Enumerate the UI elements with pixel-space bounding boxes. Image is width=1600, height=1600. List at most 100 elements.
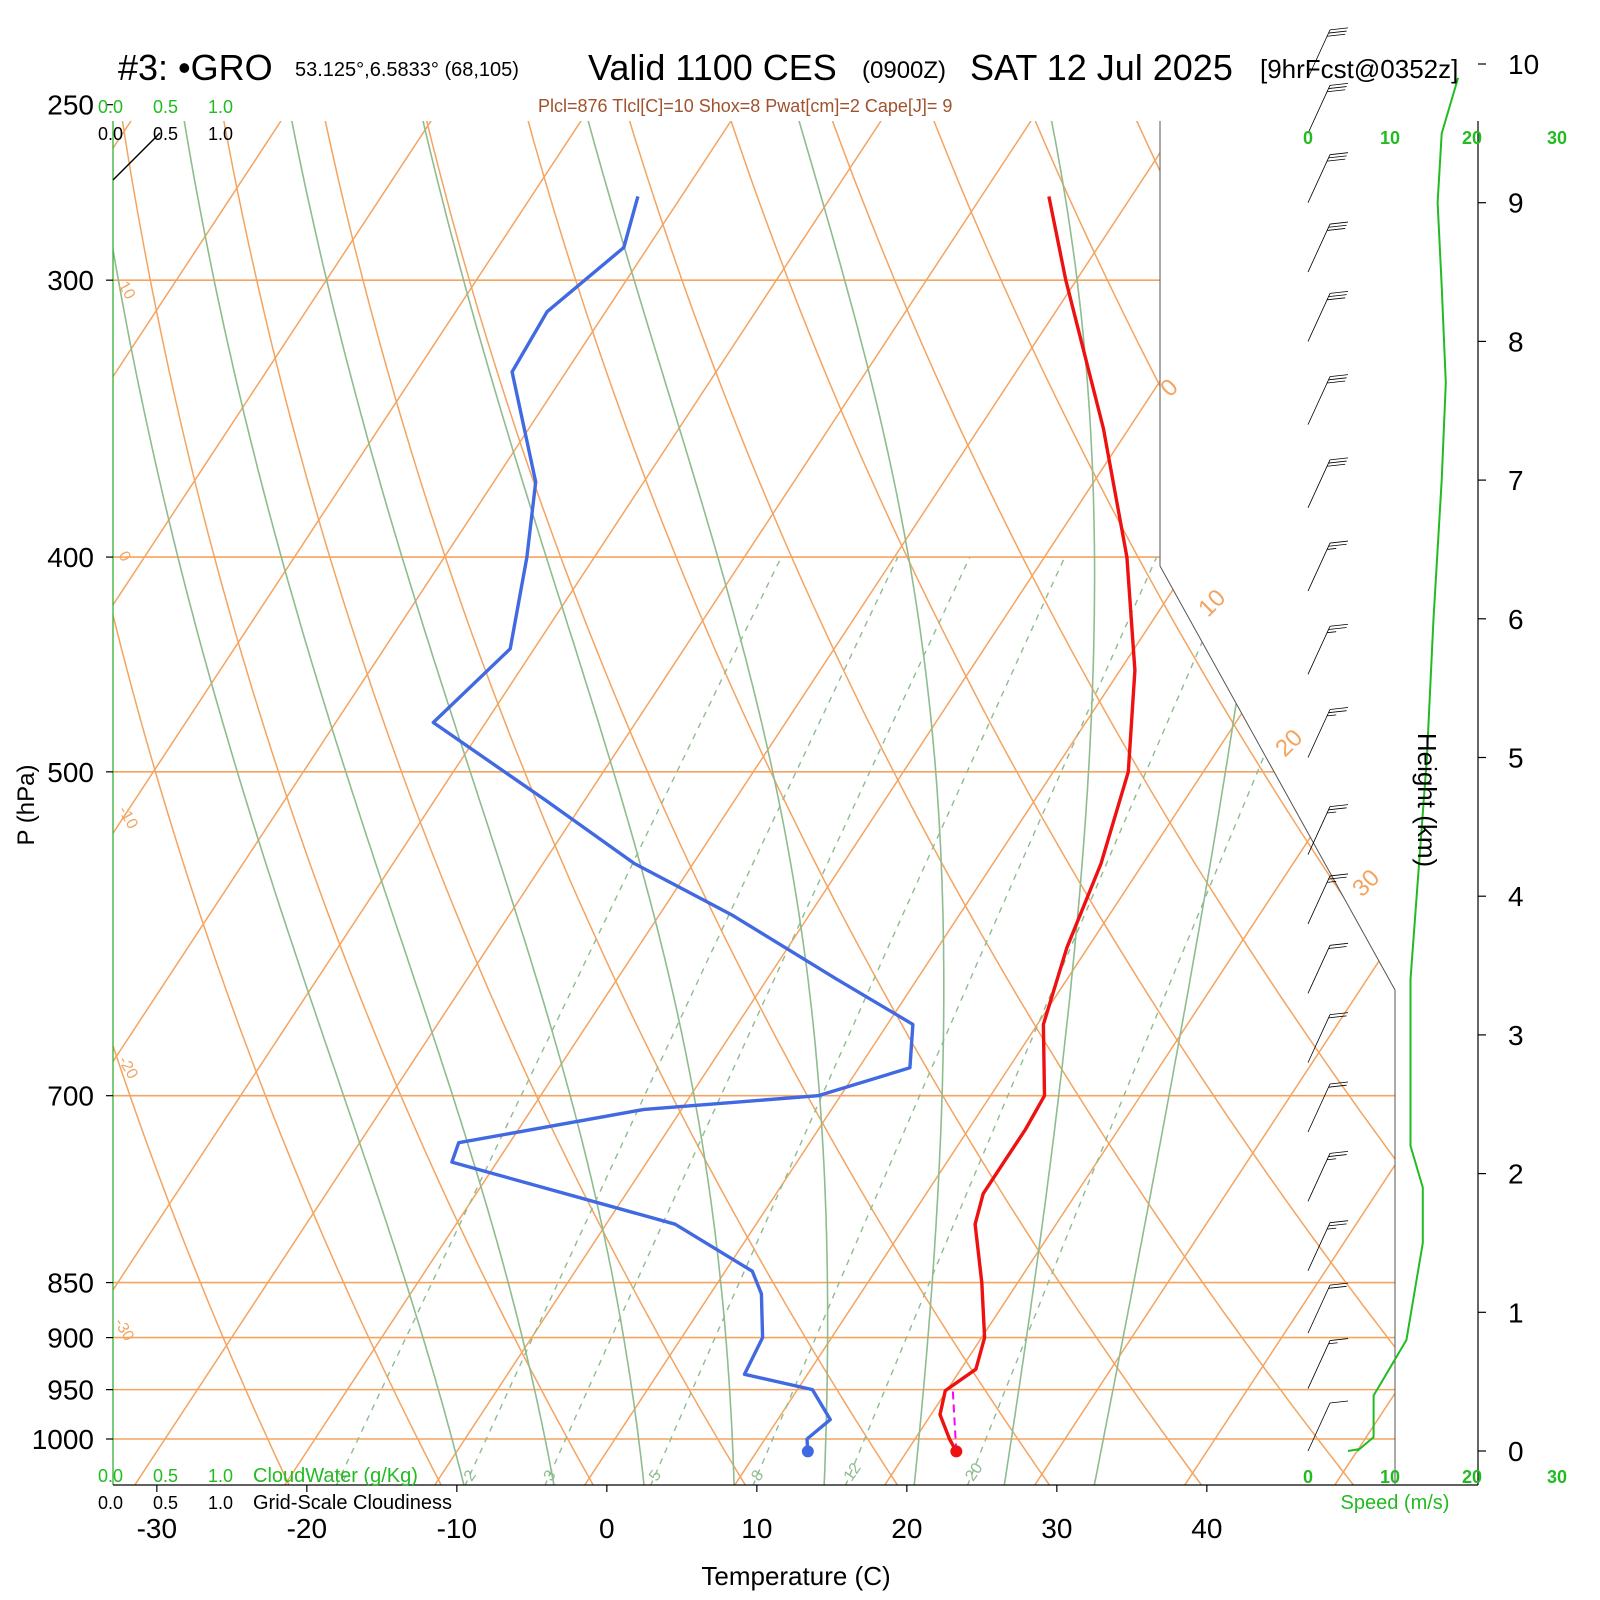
wind-barb [1307, 942, 1349, 994]
wind-barb-flag [1329, 1012, 1349, 1016]
wind-barb-shaft [1307, 1222, 1331, 1271]
wind-barb [1307, 1220, 1349, 1271]
height-tick-label: 7 [1508, 465, 1524, 496]
wind-barb [1307, 221, 1349, 273]
pressure-tick-label: 400 [47, 542, 94, 573]
isotherm-line [113, 121, 919, 1485]
wind-barb [1307, 457, 1349, 509]
height-tick-label: 1 [1508, 1297, 1524, 1328]
forecast-date: SAT 12 Jul 2025 [970, 47, 1233, 88]
cl-bottom-2: 1.0 [208, 1493, 233, 1513]
wind-barb-flag [1329, 27, 1349, 31]
wind-barb-flag [1329, 873, 1349, 877]
height-tick-label: 4 [1508, 881, 1524, 912]
isotherm-label: 10 [115, 279, 139, 303]
wind-barb-shaft [1307, 542, 1331, 592]
isotherm-line [1333, 121, 1395, 1485]
pressure-tick-label: 850 [47, 1268, 94, 1299]
wind-barb-flag [1328, 543, 1347, 547]
wind-barb-flag [1329, 374, 1349, 378]
wind-barb-flag [1328, 155, 1347, 159]
wind-barb-shaft [1307, 1083, 1331, 1133]
wind-barb-flag [1327, 89, 1346, 93]
wind-barb-flag [1329, 1150, 1349, 1154]
wind-barb [1307, 804, 1349, 855]
wind-barb-flag [1329, 152, 1349, 156]
speed-top-20: 20 [1462, 128, 1482, 148]
wind-barb-shaft [1307, 1340, 1331, 1389]
dry-adiabat [113, 121, 443, 1485]
isotherm-label: 0 [115, 549, 134, 565]
diagram-right-border [1159, 121, 1396, 1485]
temperature-tick-label: 10 [741, 1513, 772, 1544]
temperature-tick-label: -10 [437, 1513, 477, 1544]
wind-barb-shaft [1307, 1014, 1331, 1063]
speed-bottom-10: 10 [1380, 1467, 1400, 1487]
wind-barb [1307, 1338, 1349, 1389]
dry-adiabat [113, 121, 291, 1485]
dry-adiabat [1210, 121, 1395, 1485]
wind-barb-flag [1329, 221, 1349, 225]
pressure-tick-label: 500 [47, 757, 94, 788]
wind-barb-half-flag [1327, 811, 1337, 814]
moist-adiabat [174, 121, 555, 1485]
top-scales: 0.0 0.5 1.0 0.0 0.5 1.0 [98, 97, 233, 144]
wind-barb-flag [1328, 294, 1347, 297]
wind-barb [1307, 27, 1349, 79]
wind-barb-flag [1327, 297, 1346, 301]
isotherm-label: -20 [115, 1054, 141, 1083]
wind-barb-flag [1329, 942, 1349, 946]
wind-barb-half-flag [1327, 1227, 1337, 1230]
wind-barb-flag [1328, 1285, 1347, 1289]
dry-adiabat [811, 121, 1395, 1485]
wind-barb-flag [1327, 228, 1346, 231]
isotherm-line [433, 121, 1369, 1485]
wind-barb [1307, 1400, 1349, 1452]
moist-adiabat [409, 121, 735, 1485]
isotherm-label: 30 [1347, 864, 1385, 902]
isotherm-line [1183, 121, 1395, 1485]
dry-adiabat [1511, 65, 1600, 1486]
isotherm-line [883, 121, 1395, 1485]
dry-adiabat [113, 121, 595, 1485]
wind-barb-half-flag [1328, 1342, 1338, 1345]
mixing-ratio-label: 20 [962, 1460, 986, 1484]
moist-adiabat [782, 121, 945, 1485]
wind-barb-shaft [1307, 85, 1331, 134]
isotherm-label: -10 [115, 804, 141, 833]
wind-barb-shaft [1307, 1284, 1331, 1334]
wind-barb-flag [1329, 291, 1349, 294]
cw-top-1: 0.5 [153, 97, 178, 117]
surface-temperature-marker [950, 1445, 963, 1458]
temperature-tick-label: 0 [599, 1513, 615, 1544]
station-coords: 53.125°,6.5833° (68,105) [295, 59, 519, 81]
cw-top-0: 0.0 [98, 97, 123, 117]
moist-adiabat [572, 121, 829, 1485]
wind-barb-flag [1327, 158, 1346, 162]
wind-barb [1307, 152, 1349, 203]
cl-top-1: 0.5 [153, 124, 178, 144]
wind-barb-flag [1329, 1400, 1349, 1404]
dry-adiabat [911, 121, 1395, 1485]
wind-barb [1307, 82, 1349, 134]
wind-barb-shaft [1307, 223, 1331, 273]
cw-bottom-0: 0.0 [98, 1466, 123, 1486]
wind-barb-flag [1329, 804, 1349, 807]
zulu-time: (0900Z) [862, 57, 946, 84]
height-tick-label: 0 [1508, 1436, 1524, 1467]
isotherm-label: 20 [1270, 724, 1308, 762]
wind-barb-shaft [1307, 1402, 1331, 1452]
cl-top-2: 1.0 [208, 124, 233, 144]
height-axis-title: Height (km) [1412, 733, 1442, 867]
isotherm-line [113, 121, 319, 1485]
wind-barb-shaft [1307, 626, 1331, 675]
mixing-ratio-line [966, 556, 1349, 1485]
mixing-ratio-label: 5 [646, 1467, 665, 1484]
wind-barb-shaft [1307, 806, 1331, 855]
mixing-ratio-label: 8 [748, 1467, 767, 1484]
moist-adiabat [113, 121, 465, 1485]
speed-bottom-30: 30 [1547, 1467, 1567, 1487]
wind-barb-flag [1329, 1220, 1349, 1224]
wind-barb-shaft [1307, 459, 1331, 509]
